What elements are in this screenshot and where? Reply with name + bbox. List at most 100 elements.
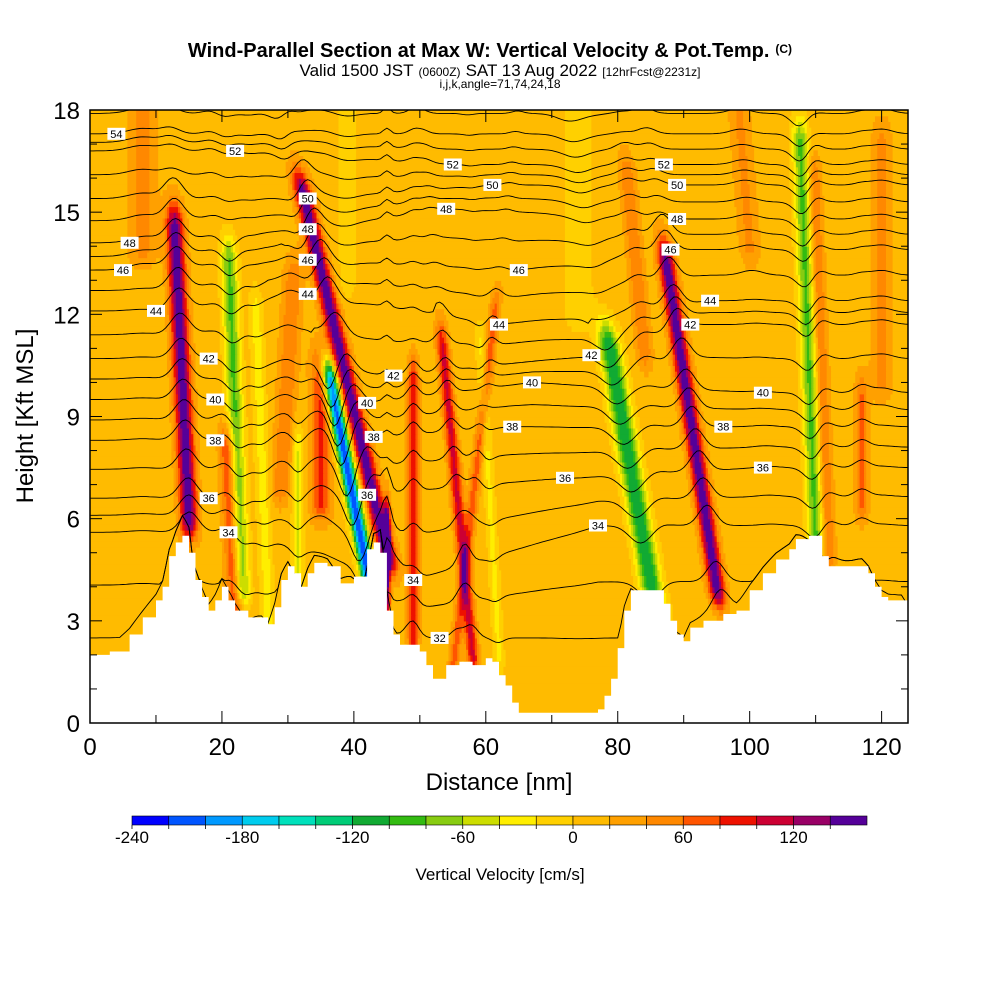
velocity-cell xyxy=(228,433,232,440)
velocity-cell xyxy=(870,405,908,412)
velocity-cell xyxy=(228,444,232,452)
velocity-cell xyxy=(866,393,892,401)
velocity-cell xyxy=(455,507,458,514)
velocity-cell xyxy=(455,484,458,491)
velocity-cell xyxy=(265,473,269,480)
velocity-cell xyxy=(173,416,177,423)
velocity-cell xyxy=(356,433,364,440)
velocity-cell xyxy=(263,609,271,616)
velocity-cell xyxy=(831,399,854,406)
velocity-cell xyxy=(606,382,610,389)
velocity-cell xyxy=(714,547,718,554)
velocity-cell xyxy=(404,586,408,594)
velocity-cell xyxy=(411,632,417,639)
velocity-cell xyxy=(303,512,311,520)
velocity-cell xyxy=(411,620,417,628)
velocity-cell xyxy=(188,393,192,401)
velocity-cell xyxy=(633,558,639,565)
velocity-cell xyxy=(696,490,700,497)
velocity-cell xyxy=(677,388,680,395)
velocity-cell xyxy=(681,422,685,429)
velocity-cell xyxy=(853,422,859,429)
velocity-cell xyxy=(351,501,357,508)
velocity-cell xyxy=(699,512,702,520)
velocity-cell xyxy=(492,444,612,452)
velocity-cell xyxy=(422,456,445,463)
velocity-cell xyxy=(633,535,636,542)
velocity-cell xyxy=(193,433,197,440)
velocity-cell xyxy=(389,507,392,514)
velocity-cell xyxy=(712,524,716,531)
velocity-cell xyxy=(382,467,406,474)
velocity-cell xyxy=(353,456,357,463)
velocity-cell xyxy=(626,416,630,423)
velocity-cell xyxy=(318,405,322,412)
velocity-cell xyxy=(479,620,491,628)
velocity-cell xyxy=(404,422,408,429)
velocity-cell xyxy=(444,439,447,446)
velocity-cell xyxy=(824,512,832,520)
velocity-cell xyxy=(419,371,439,378)
velocity-cell xyxy=(197,450,201,457)
velocity-cell xyxy=(356,388,359,395)
velocity-cell xyxy=(809,495,815,503)
velocity-cell xyxy=(375,490,379,497)
velocity-cell xyxy=(864,410,867,418)
velocity-cell xyxy=(345,461,351,469)
velocity-cell xyxy=(703,541,707,548)
velocity-cell xyxy=(853,444,859,452)
velocity-cell xyxy=(694,410,698,418)
velocity-cell xyxy=(666,598,672,605)
velocity-cell xyxy=(188,541,192,548)
velocity-cell xyxy=(360,371,408,378)
velocity-cell xyxy=(250,399,258,406)
velocity-cell xyxy=(239,382,243,389)
velocity-cell xyxy=(305,530,348,537)
velocity-cell xyxy=(276,461,289,469)
velocity-cell xyxy=(474,439,478,446)
velocity-cell xyxy=(477,598,491,605)
velocity-cell xyxy=(268,541,274,548)
velocity-cell xyxy=(831,461,834,469)
velocity-cell xyxy=(318,467,324,474)
velocity-cell xyxy=(806,422,810,429)
velocity-cell xyxy=(406,603,410,611)
velocity-cell xyxy=(353,433,357,440)
velocity-cell xyxy=(380,535,392,542)
velocity-cell xyxy=(219,518,225,525)
velocity-cell xyxy=(488,416,491,423)
velocity-cell xyxy=(389,569,392,577)
velocity-cell xyxy=(90,393,170,401)
velocity-cell xyxy=(408,376,412,384)
velocity-cell xyxy=(474,461,480,469)
velocity-cell xyxy=(692,512,696,520)
velocity-cell xyxy=(358,569,362,577)
velocity-cell xyxy=(452,484,456,491)
velocity-cell xyxy=(615,456,619,463)
velocity-cell xyxy=(252,405,258,412)
velocity-cell xyxy=(870,490,908,497)
velocity-cell xyxy=(496,524,625,531)
velocity-cell xyxy=(415,456,419,463)
velocity-cell xyxy=(721,552,727,559)
velocity-cell xyxy=(305,524,315,531)
velocity-cell xyxy=(452,507,456,514)
velocity-cell xyxy=(483,495,489,503)
velocity-cell xyxy=(389,530,392,537)
velocity-cell xyxy=(237,581,241,588)
velocity-cell xyxy=(457,478,461,486)
velocity-cell xyxy=(221,541,225,548)
velocity-cell xyxy=(488,405,603,412)
velocity-cell xyxy=(452,467,458,474)
velocity-cell xyxy=(375,512,390,520)
velocity-cell xyxy=(303,467,309,474)
velocity-cell xyxy=(294,461,298,469)
velocity-cell xyxy=(408,558,412,565)
velocity-cell xyxy=(329,495,335,503)
velocity-cell xyxy=(336,456,340,463)
velocity-cell xyxy=(611,376,621,384)
velocity-cell xyxy=(323,422,326,429)
velocity-cell xyxy=(90,456,172,463)
velocity-cell xyxy=(472,530,478,537)
velocity-cell xyxy=(468,654,472,662)
